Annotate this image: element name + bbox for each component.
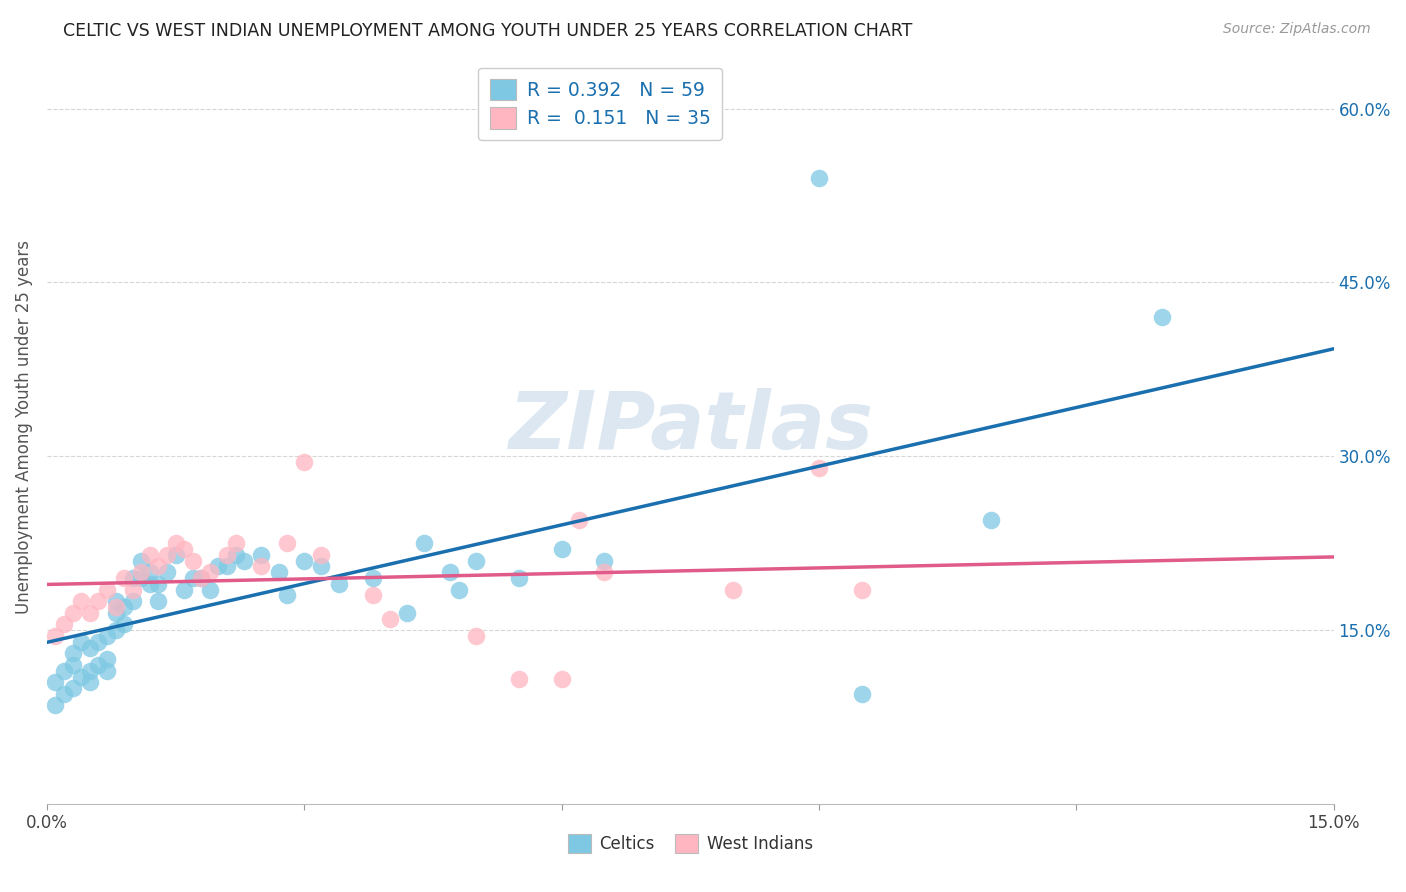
Point — [148, 576, 170, 591]
Point — [148, 559, 170, 574]
Point — [396, 606, 419, 620]
Point — [198, 565, 221, 579]
Point — [70, 634, 93, 648]
Point — [1152, 310, 1174, 325]
Point — [156, 548, 179, 562]
Text: Source: ZipAtlas.com: Source: ZipAtlas.com — [1223, 22, 1371, 37]
Point — [53, 664, 76, 678]
Point — [87, 657, 110, 672]
Point — [70, 594, 93, 608]
Point — [79, 664, 101, 678]
Point — [190, 571, 212, 585]
Point — [139, 576, 162, 591]
Point — [87, 594, 110, 608]
Point — [79, 675, 101, 690]
Point — [447, 582, 470, 597]
Point — [225, 548, 247, 562]
Point — [215, 548, 238, 562]
Point — [53, 617, 76, 632]
Point — [198, 582, 221, 597]
Point — [851, 687, 873, 701]
Point — [53, 687, 76, 701]
Point — [62, 606, 84, 620]
Point — [361, 571, 384, 585]
Point — [807, 171, 830, 186]
Point — [550, 541, 572, 556]
Point — [464, 629, 486, 643]
Point — [593, 553, 616, 567]
Point — [156, 565, 179, 579]
Point — [62, 657, 84, 672]
Point — [807, 461, 830, 475]
Point — [139, 548, 162, 562]
Point — [568, 513, 591, 527]
Point — [112, 617, 135, 632]
Point — [328, 576, 350, 591]
Point — [190, 571, 212, 585]
Point — [121, 594, 143, 608]
Point — [79, 606, 101, 620]
Point — [464, 553, 486, 567]
Point — [173, 541, 195, 556]
Point — [121, 571, 143, 585]
Point — [508, 672, 530, 686]
Point — [292, 455, 315, 469]
Point — [181, 571, 204, 585]
Point — [96, 664, 118, 678]
Point — [44, 698, 66, 713]
Point — [129, 565, 152, 579]
Point — [233, 553, 256, 567]
Point — [207, 559, 229, 574]
Point — [593, 565, 616, 579]
Point — [96, 652, 118, 666]
Point — [62, 681, 84, 695]
Point — [181, 553, 204, 567]
Point — [276, 588, 298, 602]
Point — [508, 571, 530, 585]
Point — [165, 536, 187, 550]
Y-axis label: Unemployment Among Youth under 25 years: Unemployment Among Youth under 25 years — [15, 240, 32, 615]
Point — [979, 513, 1001, 527]
Point — [139, 565, 162, 579]
Point — [62, 646, 84, 660]
Text: CELTIC VS WEST INDIAN UNEMPLOYMENT AMONG YOUTH UNDER 25 YEARS CORRELATION CHART: CELTIC VS WEST INDIAN UNEMPLOYMENT AMONG… — [63, 22, 912, 40]
Point — [96, 629, 118, 643]
Point — [439, 565, 461, 579]
Legend: Celtics, West Indians: Celtics, West Indians — [561, 827, 820, 860]
Point — [96, 582, 118, 597]
Point — [276, 536, 298, 550]
Point — [292, 553, 315, 567]
Point — [79, 640, 101, 655]
Point — [104, 606, 127, 620]
Point — [311, 559, 333, 574]
Point — [311, 548, 333, 562]
Point — [104, 623, 127, 637]
Point — [70, 669, 93, 683]
Point — [173, 582, 195, 597]
Point — [104, 599, 127, 614]
Point — [250, 559, 273, 574]
Point — [129, 571, 152, 585]
Point — [87, 634, 110, 648]
Point — [148, 594, 170, 608]
Point — [44, 629, 66, 643]
Point — [165, 548, 187, 562]
Point — [267, 565, 290, 579]
Text: ZIPatlas: ZIPatlas — [508, 388, 873, 467]
Point — [378, 611, 401, 625]
Point — [44, 675, 66, 690]
Point — [112, 571, 135, 585]
Point — [250, 548, 273, 562]
Point — [851, 582, 873, 597]
Point — [721, 582, 744, 597]
Point — [112, 599, 135, 614]
Point — [129, 553, 152, 567]
Point — [550, 672, 572, 686]
Point — [361, 588, 384, 602]
Point — [215, 559, 238, 574]
Point — [104, 594, 127, 608]
Point — [121, 582, 143, 597]
Point — [413, 536, 436, 550]
Point — [225, 536, 247, 550]
